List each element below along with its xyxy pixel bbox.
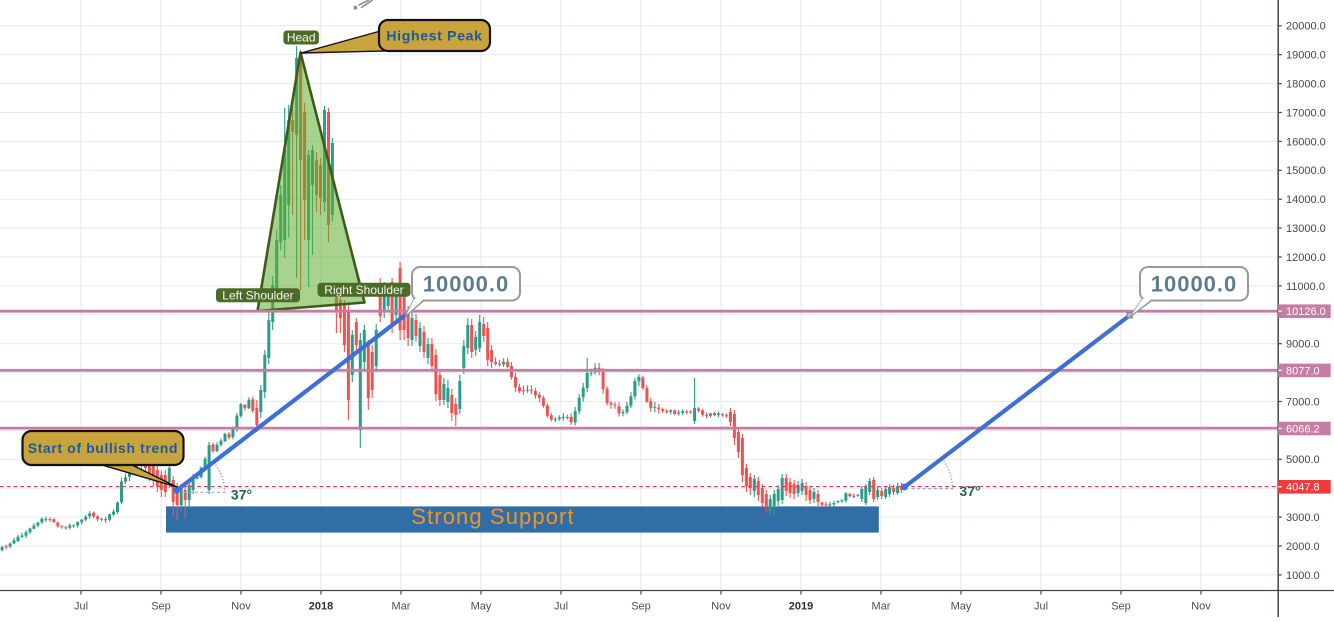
- svg-text:12000.0: 12000.0: [1286, 252, 1326, 264]
- svg-text:Right Shoulder: Right Shoulder: [324, 283, 403, 297]
- svg-text:Nov: Nov: [711, 601, 731, 613]
- svg-text:2018: 2018: [309, 601, 333, 613]
- svg-text:May: May: [471, 601, 492, 613]
- svg-text:15000.0: 15000.0: [1286, 165, 1326, 177]
- svg-text:Jul: Jul: [1034, 601, 1048, 613]
- svg-text:19000.0: 19000.0: [1286, 50, 1326, 62]
- svg-text:3000.0: 3000.0: [1286, 512, 1320, 524]
- svg-text:Strong Support: Strong Support: [411, 504, 574, 529]
- svg-text:Mar: Mar: [872, 601, 891, 613]
- svg-text:Jul: Jul: [74, 601, 88, 613]
- svg-text:37°: 37°: [959, 483, 980, 499]
- svg-text:May: May: [951, 601, 972, 613]
- svg-text:7000.0: 7000.0: [1286, 396, 1320, 408]
- svg-text:5000.0: 5000.0: [1286, 454, 1320, 466]
- svg-text:37°: 37°: [231, 487, 252, 503]
- svg-text:Sep: Sep: [1111, 601, 1131, 613]
- svg-text:6066.2: 6066.2: [1286, 423, 1320, 435]
- svg-text:Jul: Jul: [554, 601, 568, 613]
- svg-text:20000.0: 20000.0: [1286, 21, 1326, 33]
- svg-text:13000.0: 13000.0: [1286, 223, 1326, 235]
- svg-text:17000.0: 17000.0: [1286, 107, 1326, 119]
- svg-text:10126.0: 10126.0: [1286, 306, 1326, 318]
- svg-text:Sep: Sep: [631, 601, 651, 613]
- svg-text:16000.0: 16000.0: [1286, 136, 1326, 148]
- svg-text:Nov: Nov: [231, 601, 251, 613]
- svg-text:18000.0: 18000.0: [1286, 79, 1326, 91]
- svg-text:14000.0: 14000.0: [1286, 194, 1326, 206]
- svg-text:Mar: Mar: [392, 601, 411, 613]
- svg-text:Nov: Nov: [1191, 601, 1211, 613]
- svg-text:10000.0: 10000.0: [423, 271, 510, 296]
- svg-text:9000.0: 9000.0: [1286, 339, 1320, 351]
- svg-text:Left Shoulder: Left Shoulder: [222, 288, 293, 302]
- svg-text:4047.8: 4047.8: [1286, 482, 1320, 494]
- svg-text:1000.0: 1000.0: [1286, 570, 1320, 582]
- svg-text:11000.0: 11000.0: [1286, 281, 1325, 293]
- svg-text:2019: 2019: [789, 601, 813, 613]
- svg-text:Sep: Sep: [151, 601, 171, 613]
- svg-text:2000.0: 2000.0: [1286, 541, 1320, 553]
- svg-text:Head: Head: [287, 31, 316, 45]
- svg-text:Start of bullish trend: Start of bullish trend: [28, 441, 178, 456]
- svg-text:Highest Peak: Highest Peak: [386, 28, 482, 44]
- svg-text:10000.0: 10000.0: [1151, 271, 1238, 296]
- svg-text:8077.0: 8077.0: [1286, 365, 1320, 377]
